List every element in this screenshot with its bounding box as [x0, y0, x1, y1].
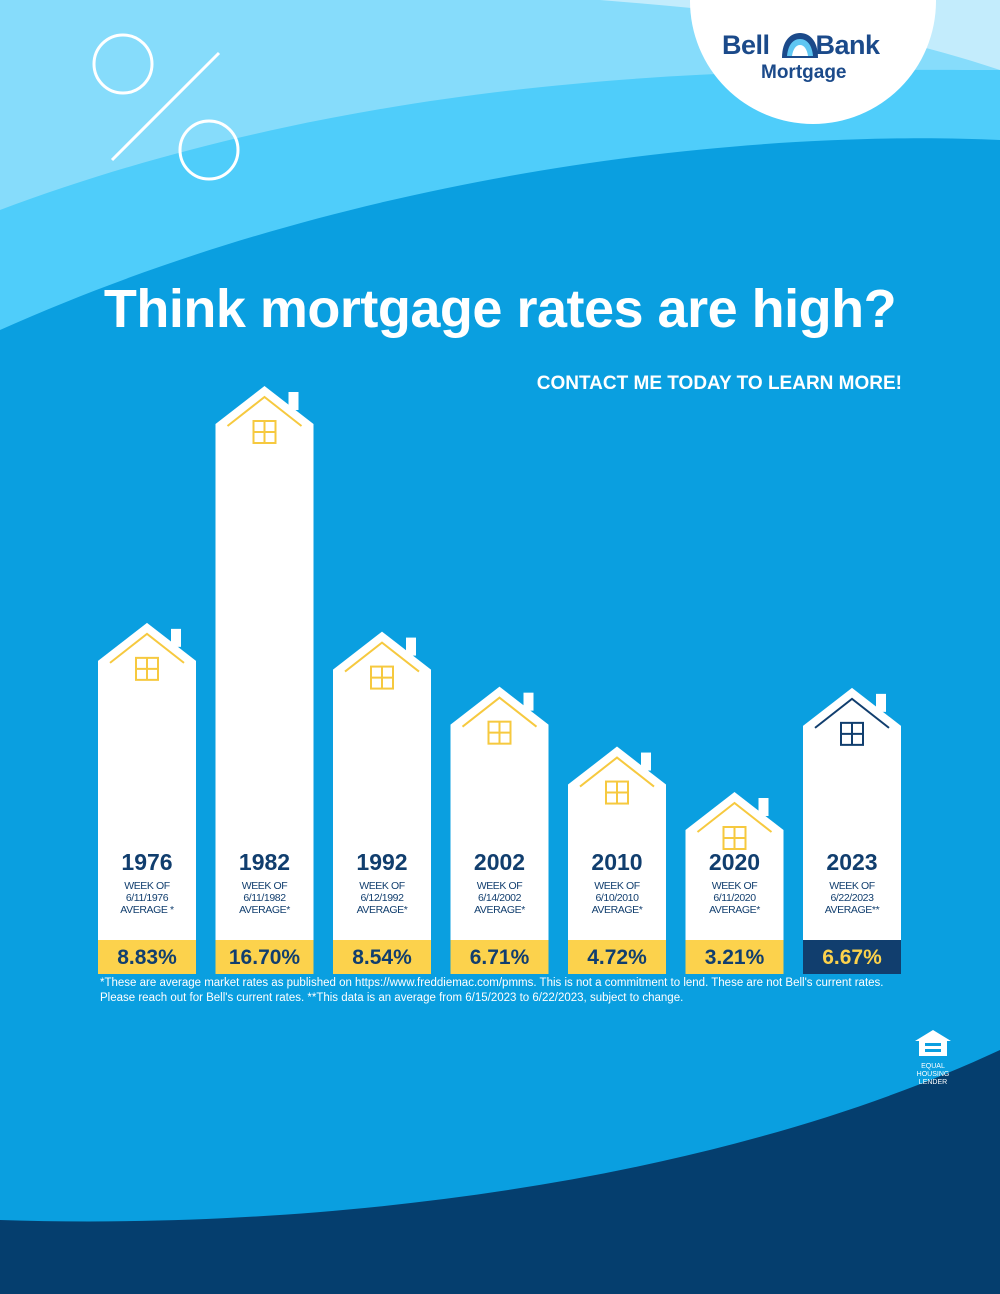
- house-roof-icon: [344, 641, 420, 673]
- equal-housing-icon: [915, 1030, 951, 1056]
- bar-note: 6/10/2010: [595, 892, 639, 904]
- house-roof-icon: [226, 395, 303, 427]
- percent-icon: [92, 33, 240, 181]
- logo-word-bank: Bank: [815, 30, 881, 60]
- chimney: [406, 637, 416, 656]
- house-roof-icon: [579, 756, 655, 788]
- tick-label: 2023: [826, 849, 877, 875]
- value-band: [803, 940, 901, 974]
- bar: [333, 631, 431, 940]
- bar-note: WEEK OF: [594, 880, 640, 892]
- tick-label: 2020: [709, 849, 760, 875]
- call-to-action: CONTACT ME TODAY TO LEARN MORE!: [536, 373, 902, 394]
- bar-note: WEEK OF: [359, 880, 405, 892]
- bar-note: 6/14/2002: [478, 892, 522, 904]
- logo-wordmark: Bell Bank: [722, 30, 880, 61]
- chimney: [876, 693, 886, 712]
- bar-note: 6/11/2020: [713, 892, 756, 904]
- value-band: [98, 940, 196, 974]
- bar-note: AVERAGE*: [474, 904, 525, 916]
- page-title: Think mortgage rates are high?: [103, 279, 897, 339]
- bar-note: 6/12/1992: [360, 892, 404, 904]
- chimney: [758, 798, 769, 816]
- bar: [450, 686, 549, 940]
- chimney: [641, 752, 651, 771]
- bar: [803, 687, 901, 940]
- bar: [568, 746, 666, 940]
- bar-note: WEEK OF: [242, 880, 288, 892]
- value-band: [568, 940, 666, 974]
- tick-label: 1992: [356, 849, 407, 875]
- tick-label: 2002: [474, 849, 525, 875]
- logo-subtitle: Mortgage: [761, 62, 847, 83]
- bar-note: AVERAGE**: [825, 904, 880, 916]
- tick-label: 2010: [591, 849, 642, 875]
- value-band: [450, 940, 549, 974]
- bar-note: AVERAGE*: [592, 904, 643, 916]
- tick-label: 1982: [239, 849, 290, 875]
- bar: [98, 622, 196, 940]
- equal-housing-badge: EQUAL HOUSING LENDER: [910, 1028, 956, 1087]
- bar-note: WEEK OF: [124, 880, 170, 892]
- bar: [215, 386, 314, 940]
- house-roof-icon: [814, 697, 890, 729]
- logo-word-bell: Bell: [722, 30, 770, 60]
- chimney: [288, 392, 299, 410]
- bar-note: WEEK OF: [712, 880, 758, 892]
- value-band: [333, 940, 431, 974]
- data-label: 6.67%: [822, 946, 882, 969]
- data-label: 6.71%: [470, 946, 530, 969]
- bar-note: AVERAGE*: [709, 904, 760, 916]
- data-label: 4.72%: [587, 946, 647, 969]
- bar-note: WEEK OF: [477, 880, 523, 892]
- chimney: [523, 692, 534, 711]
- value-band: [215, 940, 314, 974]
- bar: [685, 792, 784, 940]
- value-band: [685, 940, 784, 974]
- data-label: 16.70%: [229, 946, 301, 969]
- tick-label: 1976: [121, 849, 172, 875]
- equal-housing-label: EQUAL HOUSING LENDER: [916, 1063, 950, 1086]
- data-label: 8.54%: [352, 946, 412, 969]
- data-label: 3.21%: [705, 946, 765, 969]
- footnote: *These are average market rates as publi…: [100, 977, 884, 1004]
- house-roof-icon: [109, 632, 185, 664]
- bar-note: AVERAGE*: [239, 904, 290, 916]
- chimney: [171, 628, 181, 647]
- bar-note: WEEK OF: [829, 880, 875, 892]
- data-label: 8.83%: [117, 946, 177, 969]
- bar-note: 6/22/2023: [830, 892, 874, 904]
- bell-logo-icon: [782, 33, 818, 58]
- bar-note: 6/11/1976: [126, 892, 169, 904]
- house-roof-icon: [696, 801, 773, 833]
- bar-note: 6/11/1982: [243, 892, 286, 904]
- bar-note: AVERAGE*: [357, 904, 408, 916]
- house-roof-icon: [461, 696, 538, 728]
- bar-note: AVERAGE *: [120, 904, 174, 916]
